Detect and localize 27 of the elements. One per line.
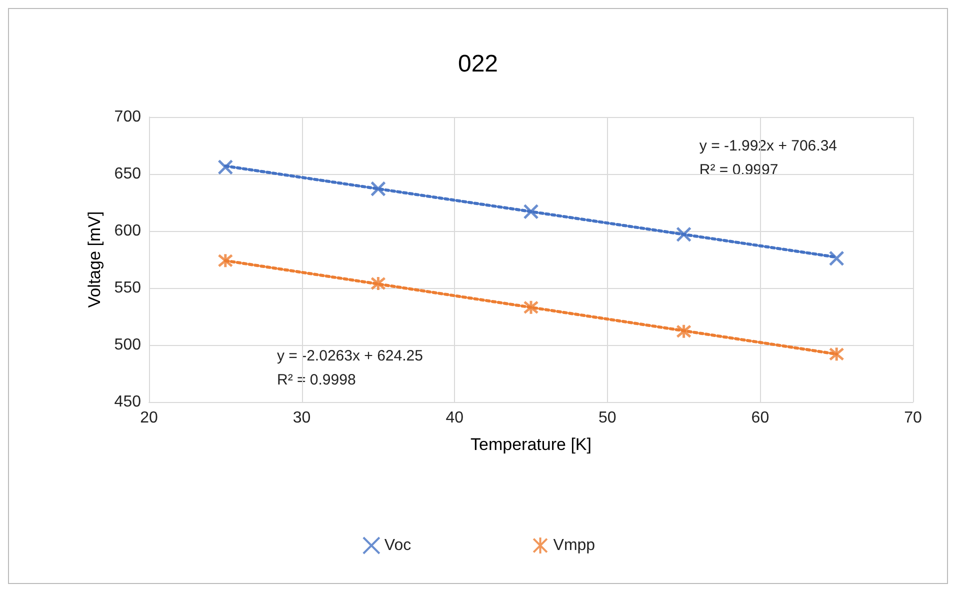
y-tick-label: 600 <box>114 222 142 240</box>
point <box>828 346 844 362</box>
x-tick-label: 40 <box>446 410 464 426</box>
x-axis-title: Temperature [K] <box>470 435 592 454</box>
legend-label: Voc <box>384 537 412 554</box>
chart-title: 022 <box>458 50 498 78</box>
x-tick-label: 60 <box>751 410 770 426</box>
x-tick-label: 20 <box>140 410 158 426</box>
point <box>523 300 539 316</box>
y-tick-label: 550 <box>114 280 142 296</box>
point <box>370 181 386 197</box>
legend-label: Vmpp <box>553 537 596 554</box>
point <box>676 226 692 242</box>
y-tick-label: 700 <box>114 108 142 126</box>
y-tick-label: 500 <box>114 336 142 354</box>
point <box>218 252 234 268</box>
point <box>676 324 692 340</box>
x-tick-label: 70 <box>904 410 922 426</box>
x-tick-label: 30 <box>292 410 311 426</box>
point <box>828 250 844 266</box>
x-tick-label: 50 <box>598 410 616 426</box>
point <box>370 276 386 292</box>
y-tick-label: 450 <box>114 394 142 410</box>
point <box>523 204 539 220</box>
y-tick-label: 650 <box>114 166 142 182</box>
y-axis-title: Voltage [mV] <box>85 211 104 308</box>
point <box>218 159 234 175</box>
